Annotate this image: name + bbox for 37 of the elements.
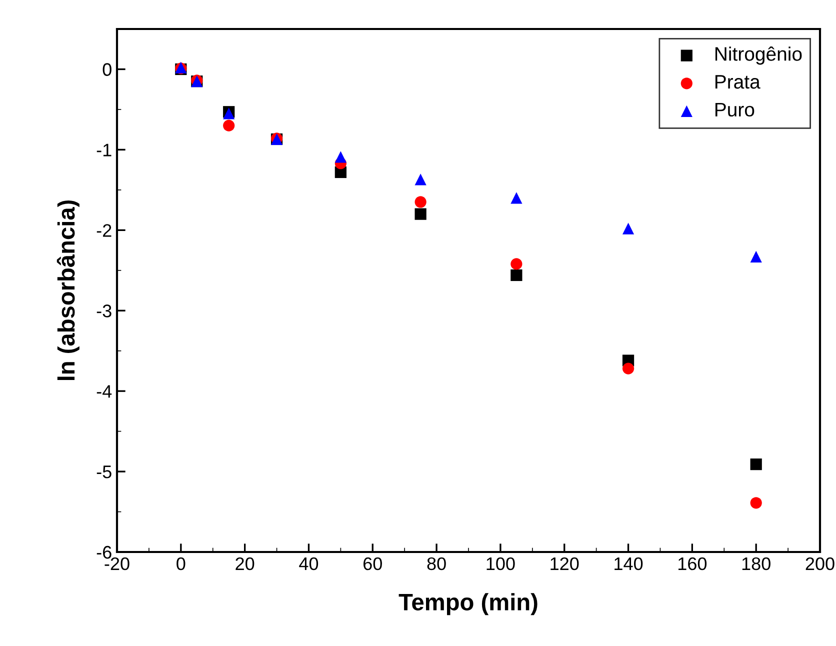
- y-tick-label: -6: [96, 546, 112, 559]
- x-axis-title: Tempo (min): [398, 593, 538, 616]
- y-tick-label: -5: [96, 466, 112, 478]
- x-tick-label: 40: [299, 557, 318, 570]
- point: [622, 362, 634, 374]
- x-tick-label: 200: [806, 557, 834, 570]
- x-tick-label: 80: [427, 557, 446, 570]
- point: [510, 192, 522, 204]
- x-tick-label: 140: [614, 557, 643, 570]
- x-tick-label: 20: [236, 557, 254, 570]
- x-tick-label: 0: [176, 557, 186, 570]
- point: [510, 258, 522, 270]
- point: [334, 151, 346, 163]
- x-tick-label: 120: [550, 557, 579, 570]
- legend-label: Nitrogênio: [715, 46, 802, 65]
- y-tick-label: 0: [102, 63, 112, 76]
- x-tick-label: 100: [486, 557, 515, 570]
- x-tick-label: 60: [364, 557, 382, 570]
- legend-label: Puro: [715, 102, 754, 117]
- point: [750, 458, 762, 470]
- y-tick-label: -2: [96, 224, 112, 237]
- x-tick-label: 180: [742, 557, 770, 570]
- point: [223, 120, 235, 132]
- point: [622, 222, 634, 234]
- x-tick-label: -20: [104, 557, 130, 570]
- point: [750, 250, 762, 263]
- point: [750, 497, 762, 509]
- y-axis-title: ln (absorbância): [56, 200, 80, 380]
- point: [414, 196, 426, 208]
- y-tick-label: -4: [96, 385, 112, 398]
- legend-label: Prata: [715, 75, 760, 89]
- point: [510, 269, 522, 282]
- point: [414, 208, 426, 220]
- y-tick-label: -3: [96, 304, 112, 318]
- x-tick-label: 160: [678, 557, 707, 570]
- y-tick-label: -1: [96, 144, 112, 156]
- point: [414, 174, 426, 186]
